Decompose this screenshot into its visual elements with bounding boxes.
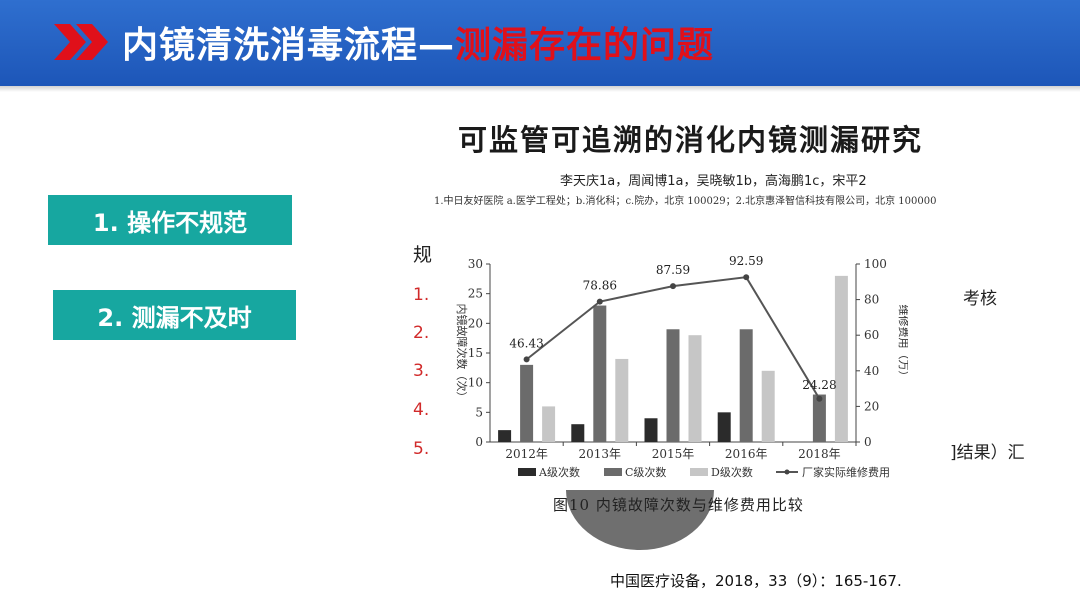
paper-title: 可监管可追溯的消化内镜测漏研究 <box>458 123 924 157</box>
y-tick-label: 30 <box>468 257 483 271</box>
bar <box>593 305 607 442</box>
y2-tick-label: 60 <box>864 328 879 342</box>
covered-number-4: 4. <box>413 400 430 420</box>
legend-label: C级次数 <box>625 465 666 479</box>
bar <box>739 329 753 442</box>
y2-tick-label: 0 <box>864 435 872 449</box>
issue-tag-1: 1. 操作不规范 <box>48 195 292 245</box>
bar <box>812 394 826 442</box>
title-bar <box>0 0 1080 86</box>
citation: 中国医疗设备，2018，33（9）：165-167. <box>610 572 902 590</box>
y-tick-label: 5 <box>475 405 483 419</box>
bar <box>520 364 534 442</box>
double-chevron-icon <box>54 24 108 60</box>
legend-label: D级次数 <box>711 465 753 479</box>
cost-data-label: 46.43 <box>509 336 543 350</box>
title-bar-shadow <box>0 86 1080 92</box>
legend-marker <box>784 469 790 475</box>
bar <box>542 406 556 442</box>
cost-point <box>816 395 823 402</box>
bar <box>717 412 731 442</box>
x-tick-label: 2015年 <box>652 447 695 461</box>
covered-text-right-bottom: ]结果）汇 <box>950 443 1025 463</box>
bar <box>834 275 848 442</box>
y2-axis-title: 维修费用（万） <box>897 305 908 382</box>
cost-point <box>670 283 676 290</box>
y-tick-label: 20 <box>468 316 483 330</box>
bar <box>498 430 512 442</box>
fault-cost-chart: 0 5 10 15 20 25 30 0 20 40 60 80 100 内镜故障次数（次） 维修费用（万）… <box>455 254 908 479</box>
bar <box>688 335 702 442</box>
y-tick-label: 0 <box>475 435 483 449</box>
slide-title-main: 内镜清洗消毒流程— <box>122 25 456 66</box>
figure-caption: 图10 内镜故障次数与维修费用比较 <box>553 496 804 514</box>
covered-text-top: 规 <box>413 244 433 266</box>
legend-swatch <box>518 468 536 476</box>
cost-data-label: 92.59 <box>729 254 763 268</box>
pie-chart-fragment <box>566 490 714 550</box>
y-tick-label: 25 <box>468 287 483 301</box>
legend-label: 厂家实际维修费用 <box>802 465 890 479</box>
y2-tick-label: 100 <box>864 257 887 271</box>
bar <box>666 329 680 442</box>
y2-tick-label: 20 <box>864 399 879 413</box>
legend-label: A级次数 <box>538 465 580 479</box>
bar <box>761 370 775 442</box>
y-tick-label: 10 <box>468 376 483 390</box>
covered-number-5: 5. <box>413 439 430 459</box>
cost-data-label: 87.59 <box>656 263 690 277</box>
y-axis-title: 内镜故障次数（次） <box>455 304 469 403</box>
paper-authors: 李天庆1a，周闻博1a，吴晓敏1b，高海鹏1c，宋平2 <box>560 174 867 189</box>
slide-title-highlight: 测漏存在的问题 <box>455 25 715 66</box>
paper-affiliation: 1.中日友好医院 a.医学工程处；b.消化科；c.院办，北京 100029；2.… <box>434 196 937 207</box>
legend-swatch <box>690 468 708 476</box>
covered-number-3: 3. <box>413 361 430 381</box>
cost-data-label: 78.86 <box>583 279 617 293</box>
issue-tag-2: 2. 测漏不及时 <box>53 290 296 340</box>
x-tick-label: 2013年 <box>579 447 622 461</box>
x-tick-label: 2018年 <box>798 447 841 461</box>
y2-tick-label: 40 <box>864 364 879 378</box>
cost-point <box>523 356 530 363</box>
covered-text-right-top: 考核 <box>963 289 997 309</box>
y-tick-label: 15 <box>468 346 483 360</box>
bar <box>615 358 629 442</box>
covered-number-2: 2. <box>413 323 430 343</box>
bar <box>571 424 585 442</box>
slide-title: 内镜清洗消毒流程—测漏存在的问题 <box>122 16 714 68</box>
bar <box>644 418 658 442</box>
y2-tick-label: 80 <box>864 293 879 307</box>
cost-point <box>743 274 750 281</box>
x-tick-label: 2012年 <box>505 447 548 461</box>
covered-number-1: 1. <box>413 285 430 305</box>
cost-data-label: 24.28 <box>802 378 836 392</box>
cost-point <box>596 298 603 305</box>
x-tick-label: 2016年 <box>725 447 768 461</box>
legend-swatch <box>604 468 622 476</box>
